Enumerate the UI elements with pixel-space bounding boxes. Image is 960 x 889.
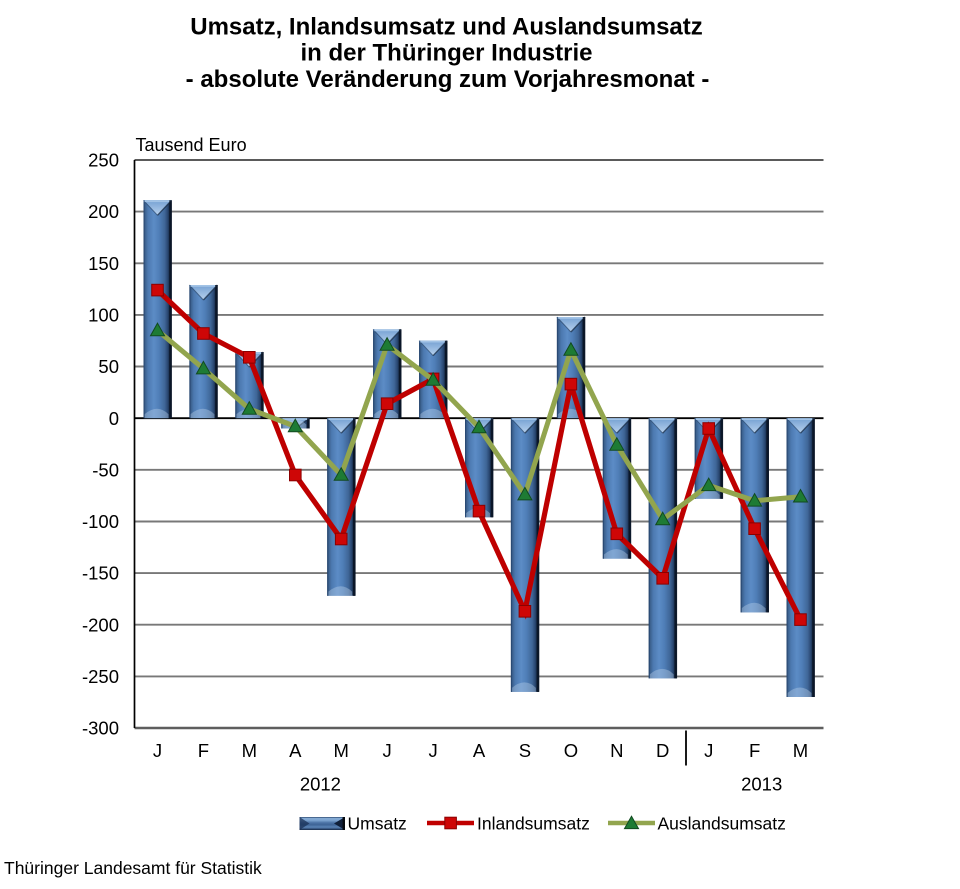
svg-text:- absolute Veränderung zum Vor: - absolute Veränderung zum Vorjahresmona… bbox=[186, 66, 710, 93]
svg-text:Auslandsumsatz: Auslandsumsatz bbox=[658, 814, 786, 834]
svg-text:-200: -200 bbox=[82, 614, 119, 635]
svg-text:Umsatz, Inlandsumsatz und Ausl: Umsatz, Inlandsumsatz und Auslandsumsatz bbox=[190, 14, 703, 41]
svg-text:100: 100 bbox=[88, 305, 119, 326]
svg-text:D: D bbox=[656, 740, 669, 761]
svg-text:J: J bbox=[153, 740, 162, 761]
svg-text:J: J bbox=[704, 740, 713, 761]
svg-text:Thüringer Landesamt für Statis: Thüringer Landesamt für Statistik bbox=[4, 858, 262, 878]
svg-text:Umsatz: Umsatz bbox=[348, 814, 407, 834]
svg-text:Tausend Euro: Tausend Euro bbox=[136, 135, 247, 155]
svg-text:0: 0 bbox=[109, 408, 119, 429]
svg-text:in der Thüringer Industrie: in der Thüringer Industrie bbox=[300, 40, 592, 67]
svg-text:-100: -100 bbox=[82, 511, 119, 532]
svg-text:250: 250 bbox=[88, 150, 119, 171]
svg-text:J: J bbox=[382, 740, 391, 761]
svg-text:A: A bbox=[473, 740, 486, 761]
svg-text:50: 50 bbox=[98, 356, 119, 377]
svg-text:M: M bbox=[333, 740, 348, 761]
svg-text:M: M bbox=[242, 740, 257, 761]
svg-text:200: 200 bbox=[88, 201, 119, 222]
svg-text:N: N bbox=[610, 740, 623, 761]
svg-text:M: M bbox=[793, 740, 808, 761]
svg-text:-300: -300 bbox=[82, 718, 119, 739]
svg-text:J: J bbox=[428, 740, 437, 761]
svg-text:F: F bbox=[749, 740, 760, 761]
svg-text:O: O bbox=[564, 740, 578, 761]
svg-text:-50: -50 bbox=[92, 459, 119, 480]
svg-text:150: 150 bbox=[88, 253, 119, 274]
svg-text:F: F bbox=[198, 740, 209, 761]
svg-text:2012: 2012 bbox=[300, 774, 341, 795]
svg-text:-150: -150 bbox=[82, 563, 119, 584]
svg-text:Inlandsumsatz: Inlandsumsatz bbox=[477, 814, 590, 834]
svg-text:-250: -250 bbox=[82, 666, 119, 687]
svg-text:S: S bbox=[519, 740, 531, 761]
svg-text:2013: 2013 bbox=[741, 774, 782, 795]
svg-text:A: A bbox=[289, 740, 302, 761]
